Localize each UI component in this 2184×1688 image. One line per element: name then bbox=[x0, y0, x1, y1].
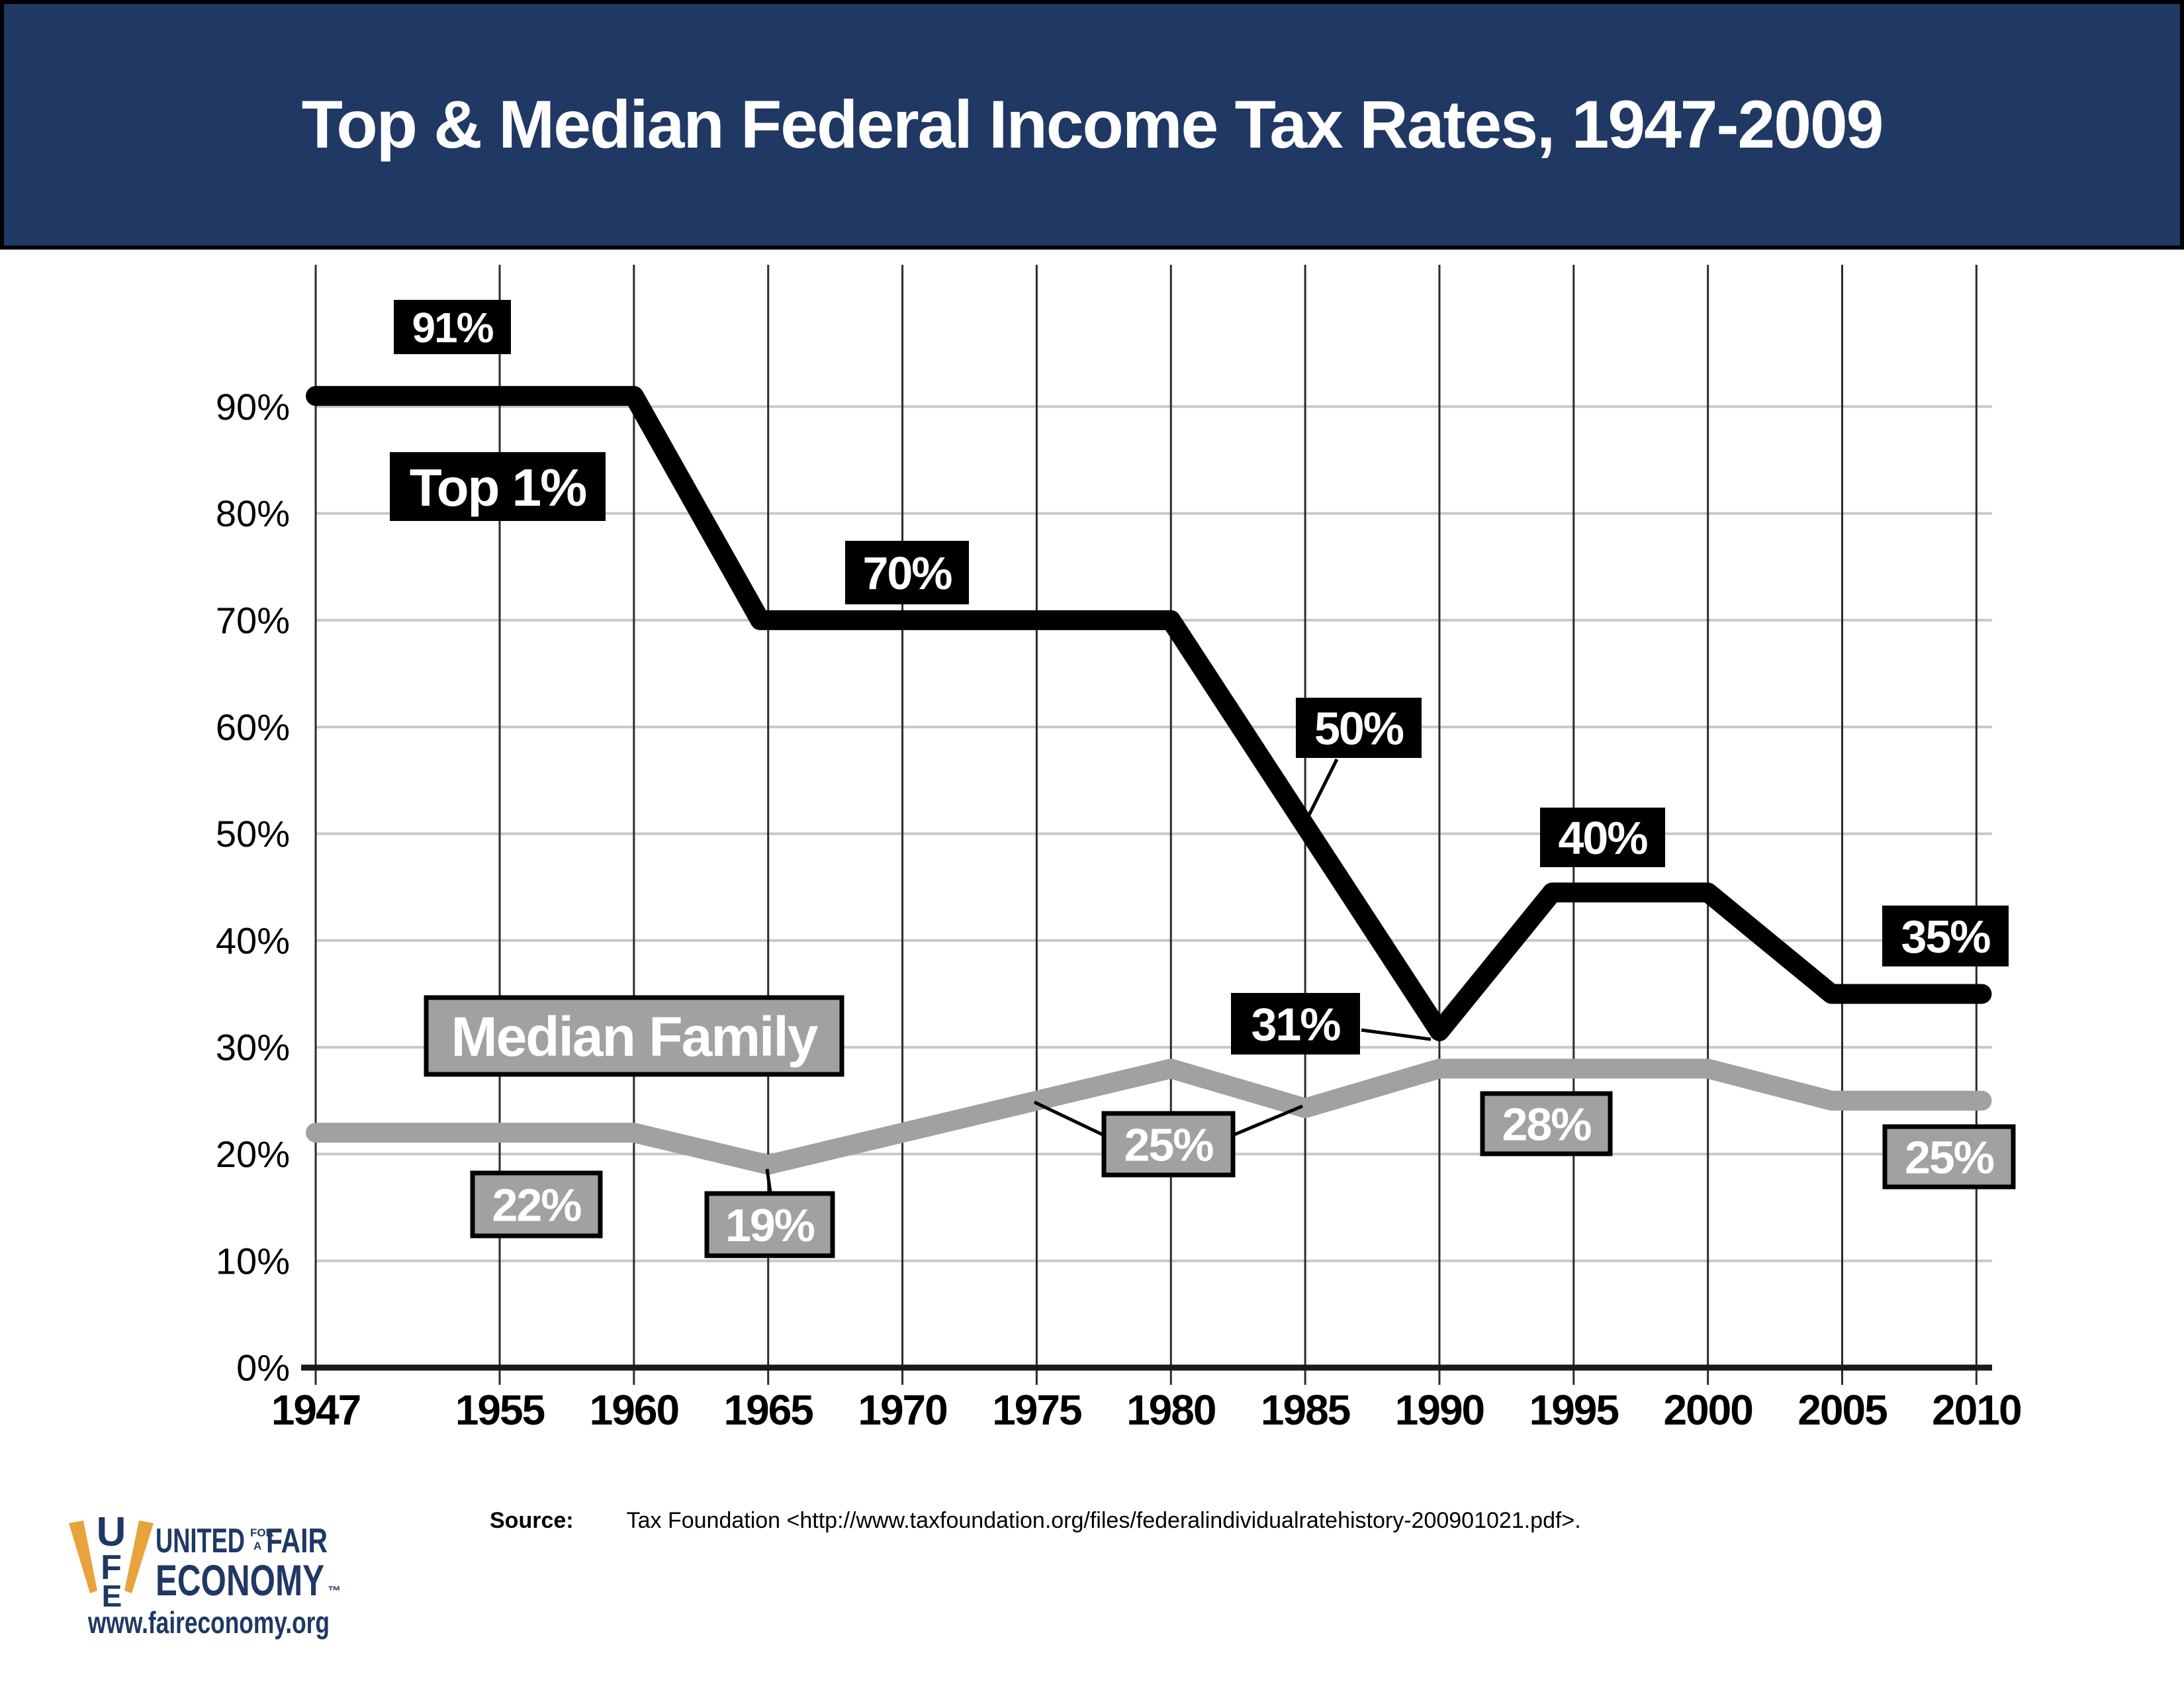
callout-19pct bbox=[765, 1168, 772, 1193]
ufe-logo: U F E UNITED FOR A FAIR ECONOMY ™ www.fa… bbox=[69, 1509, 341, 1640]
annotation-box-8-22- bbox=[470, 1170, 603, 1239]
annotation-box-11-28- bbox=[1480, 1091, 1613, 1156]
annotation-box-12-25- bbox=[1882, 1124, 2016, 1190]
logo-word-a: A bbox=[253, 1540, 261, 1552]
annotation-text-8-22-: 22% bbox=[492, 1180, 581, 1231]
annotation-text-4-40-: 40% bbox=[1558, 812, 1647, 864]
y-tick-label-70: 70% bbox=[216, 600, 290, 641]
annotation-text-12-25-: 25% bbox=[1905, 1132, 1994, 1184]
annotation-text-5-35-: 35% bbox=[1901, 911, 1990, 962]
logo-gold-right-wedge bbox=[124, 1521, 154, 1593]
callout-50pct bbox=[1303, 758, 1339, 824]
annotation-text-2-70-: 70% bbox=[862, 547, 952, 599]
annotation-box-2-70- bbox=[845, 541, 969, 604]
annotation-box-3-50- bbox=[1296, 698, 1422, 758]
logo-monogram-f: F bbox=[101, 1548, 122, 1587]
logo-word-fair: FAIR bbox=[266, 1522, 328, 1560]
logo-trademark: ™ bbox=[328, 1584, 341, 1599]
annotation-text-3-50-: 50% bbox=[1314, 703, 1404, 755]
annotation-box-1-top-1- bbox=[390, 452, 606, 521]
x-tick-label-1955: 1955 bbox=[455, 1386, 545, 1434]
annotation-box-4-40- bbox=[1540, 808, 1665, 867]
logo-word-economy: ECONOMY bbox=[156, 1556, 324, 1605]
annotation-text-7-median-family: Median Family bbox=[451, 1006, 819, 1068]
series-line-top-1- bbox=[306, 386, 1992, 1041]
callout-25pct-1985 bbox=[1234, 1104, 1303, 1137]
annotation-box-6-31- bbox=[1231, 993, 1360, 1055]
x-tick-label-2010: 2010 bbox=[1932, 1386, 2021, 1434]
x-tick-label-1970: 1970 bbox=[858, 1386, 946, 1434]
y-tick-label-10: 10% bbox=[216, 1240, 290, 1282]
x-tick-label-1990: 1990 bbox=[1395, 1386, 1484, 1434]
x-tick-label-1965: 1965 bbox=[724, 1386, 813, 1434]
annotation-box-0-91- bbox=[394, 300, 511, 354]
logo-word-united: UNITED bbox=[156, 1522, 245, 1560]
y-tick-label-90: 90% bbox=[216, 386, 290, 428]
logo-monogram-e: E bbox=[102, 1579, 122, 1613]
annotation-box-5-35- bbox=[1882, 906, 2009, 966]
callout-31pct bbox=[1361, 1028, 1432, 1041]
x-tick-label-2000: 2000 bbox=[1663, 1386, 1752, 1434]
source-label: Source: bbox=[490, 1508, 574, 1533]
annotation-text-1-top-1-: Top 1% bbox=[410, 458, 586, 517]
series-line-median-family bbox=[306, 1058, 1992, 1175]
annotation-text-6-31-: 31% bbox=[1251, 999, 1340, 1051]
x-tick-label-1995: 1995 bbox=[1529, 1386, 1619, 1434]
x-tick-label-1975: 1975 bbox=[992, 1386, 1081, 1434]
x-tick-label-1947: 1947 bbox=[271, 1386, 360, 1434]
annotation-text-10-25-: 25% bbox=[1124, 1119, 1213, 1171]
annotation-box-10-25- bbox=[1101, 1111, 1236, 1178]
annotation-text-9-19-: 19% bbox=[725, 1199, 815, 1251]
logo-word-for: FOR bbox=[250, 1526, 274, 1539]
annotation-text-11-28-: 28% bbox=[1502, 1099, 1591, 1150]
annotation-box-9-19- bbox=[704, 1191, 835, 1258]
source-note: Source: Tax Foundation <http://www.taxfou… bbox=[490, 1508, 1747, 1534]
title-banner: Top & Median Federal Income Tax Rates, 1… bbox=[0, 0, 2184, 250]
annotation-box-7-median-family bbox=[424, 995, 844, 1077]
page-title: Top & Median Federal Income Tax Rates, 1… bbox=[301, 87, 1884, 162]
y-tick-label-0: 0% bbox=[236, 1347, 290, 1389]
logo-website: www.faireconomy.org bbox=[87, 1605, 330, 1640]
x-tick-label-1985: 1985 bbox=[1261, 1386, 1350, 1434]
annotation-text-0-91-: 91% bbox=[412, 304, 493, 352]
x-tick-label-2005: 2005 bbox=[1797, 1386, 1887, 1434]
y-tick-label-40: 40% bbox=[216, 919, 290, 961]
source-text: Tax Foundation <http://www.taxfoundation… bbox=[626, 1508, 1581, 1533]
x-tick-label-1960: 1960 bbox=[590, 1386, 678, 1434]
logo-monogram-u: U bbox=[97, 1509, 126, 1555]
logo-gold-left-wedge bbox=[69, 1521, 97, 1593]
y-tick-label-50: 50% bbox=[216, 813, 290, 855]
callout-25pct-1975 bbox=[1033, 1100, 1104, 1137]
y-tick-label-20: 20% bbox=[216, 1133, 290, 1175]
y-tick-label-60: 60% bbox=[216, 706, 290, 748]
y-tick-label-30: 30% bbox=[216, 1027, 290, 1068]
y-tick-label-80: 80% bbox=[216, 492, 290, 534]
x-tick-label-1980: 1980 bbox=[1126, 1386, 1215, 1434]
